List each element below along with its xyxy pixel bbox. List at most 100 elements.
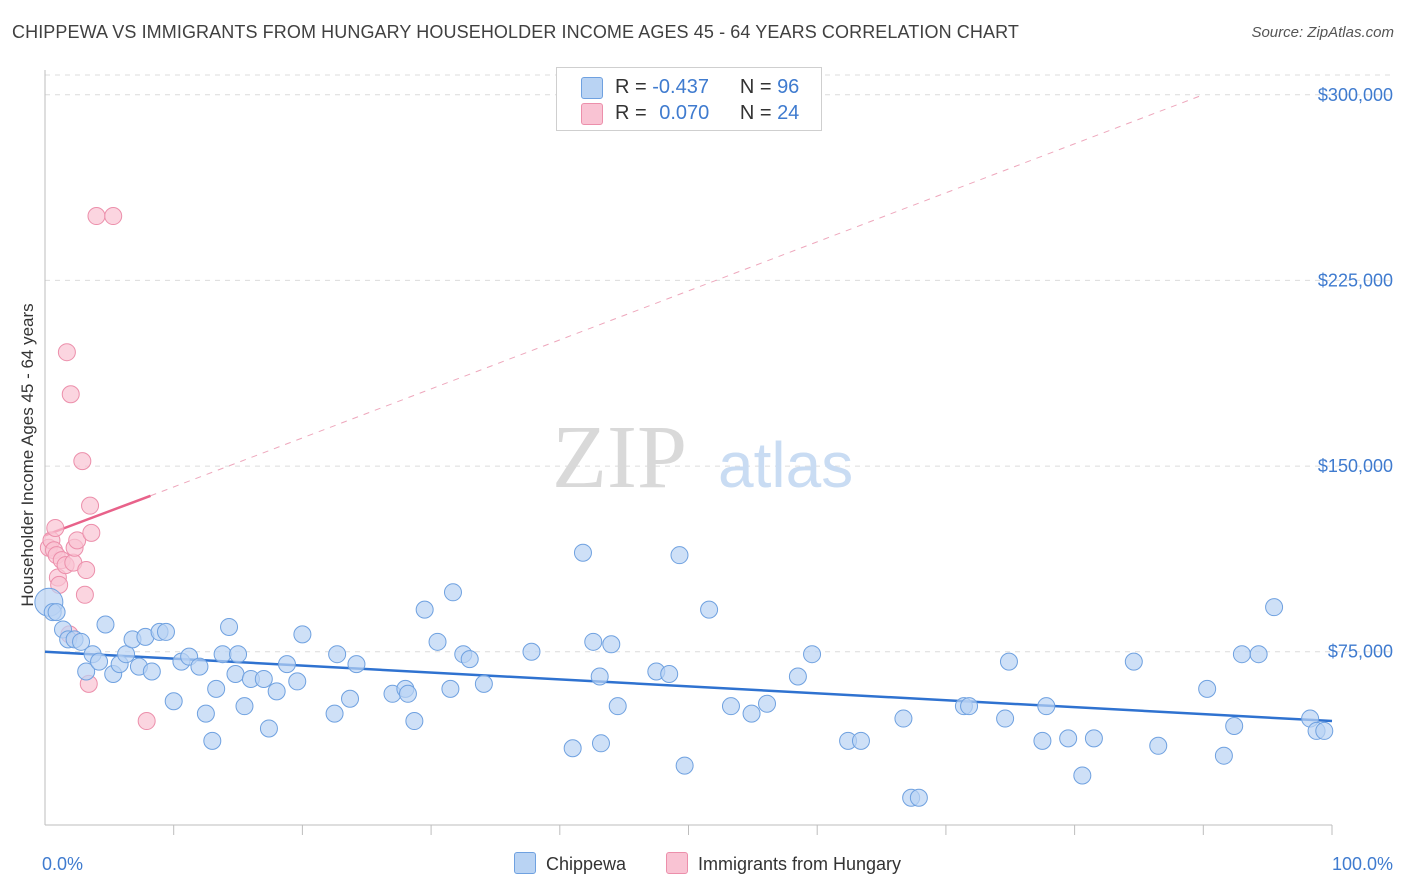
data-point-chippewa [220,617,239,636]
data-point-chippewa [441,679,460,698]
legend-swatch-hungary [581,103,603,125]
data-point-chippewa [602,635,621,654]
y-axis-label: Householder Income Ages 45 - 64 years [18,303,37,606]
data-point-hungary [82,523,101,542]
data-point-chippewa [156,622,175,641]
data-point-chippewa [1198,679,1217,698]
data-point-chippewa [203,731,222,750]
data-point-chippewa [398,684,417,703]
chart-title: CHIPPEWA VS IMMIGRANTS FROM HUNGARY HOUS… [12,22,1019,42]
data-point-hungary [73,452,92,471]
data-point-chippewa [277,655,296,674]
data-point-chippewa [443,583,462,602]
data-point-chippewa [670,546,689,565]
data-point-chippewa [229,645,248,664]
data-point-chippewa [660,665,679,683]
data-point-chippewa [608,697,627,716]
data-point-hungary [104,207,123,226]
data-point-chippewa [960,697,979,716]
r-label: R = [615,102,647,124]
stats-legend: R = -0.437 N = 96 R = 0.070 N = 24 [556,67,822,131]
data-point-hungary [46,518,65,537]
data-point-chippewa [325,704,344,723]
n-label: N = [739,76,772,98]
data-point-chippewa [584,632,603,651]
data-point-chippewa [142,662,161,681]
bottom-legend-label-chippewa: Chippewa [546,854,627,874]
n-label: N = [739,102,772,124]
data-point-chippewa [1084,729,1103,748]
data-point-chippewa [259,719,278,738]
data-point-chippewa [1265,598,1284,617]
n-value: 96 [777,76,800,98]
data-point-chippewa [207,679,226,698]
data-point-chippewa [415,600,434,619]
series-hungary-points [39,207,156,731]
series-chippewa-points [34,543,1334,807]
data-point-chippewa [522,642,541,661]
data-point-chippewa [77,662,96,681]
data-point-chippewa [700,600,719,619]
data-point-chippewa [563,739,582,758]
bottom-legend-label-hungary: Immigrants from Hungary [698,854,902,874]
data-point-chippewa [267,682,286,701]
x-tick-label-min: 0.0% [42,854,83,874]
data-point-chippewa [758,694,777,713]
data-point-chippewa [190,657,209,676]
trend-line-chippewa [44,650,1333,723]
data-point-chippewa [996,709,1015,728]
x-tick-label-max: 100.0% [1332,854,1393,874]
data-point-chippewa [742,704,761,723]
grid-lines [45,74,1395,653]
data-point-chippewa [1315,721,1334,740]
data-point-chippewa [90,652,109,671]
data-point-chippewa [803,645,822,664]
data-point-chippewa [288,672,307,691]
bottom-legend-chippewa: Chippewa [514,852,626,875]
data-point-chippewa [1033,731,1052,750]
data-point-chippewa [428,632,447,651]
data-point-chippewa [226,665,245,683]
y-tick-label: $225,000 [1318,270,1393,290]
data-point-chippewa [164,692,183,711]
data-point-chippewa [590,667,609,686]
data-point-hungary [81,496,100,515]
bottom-legend-swatch-hungary [666,852,688,874]
data-point-chippewa [474,674,493,693]
legend-stats-hungary: R = 0.070 N = 24 [615,102,799,125]
y-tick-label: $75,000 [1328,642,1393,662]
data-point-chippewa [894,709,913,728]
data-point-chippewa [405,712,424,731]
x-ticks [173,825,1333,835]
data-point-chippewa [851,731,870,750]
r-value: 0.070 [659,102,710,124]
data-point-chippewa [347,655,366,674]
data-point-chippewa [909,788,928,807]
data-point-chippewa [328,645,347,664]
data-point-hungary [77,561,96,580]
data-point-chippewa [1037,697,1056,716]
data-point-chippewa [196,704,215,723]
data-point-chippewa [235,697,254,716]
data-point-chippewa [721,697,740,716]
y-tick-label: $150,000 [1318,456,1393,476]
watermark: ZIP atlas [552,408,853,507]
watermark-atlas: atlas [718,429,853,501]
data-point-hungary [87,207,106,226]
trend-line-hungary-extension [150,94,1204,497]
data-point-chippewa [254,669,273,688]
data-point-hungary [68,531,87,550]
data-point-hungary [57,343,76,362]
data-point-chippewa [1059,729,1078,748]
watermark-zip: ZIP [552,408,687,507]
data-point-chippewa [96,615,115,634]
data-point-chippewa [213,645,232,664]
bottom-legend-swatch-chippewa [514,852,536,874]
data-point-chippewa [1149,736,1168,755]
data-point-chippewa [591,734,610,753]
data-point-hungary [61,385,80,404]
y-tick-labels: $75,000 $150,000 $225,000 $300,000 [1318,85,1393,662]
trend-lines [44,94,1333,723]
data-point-chippewa [47,603,66,622]
legend-swatch-chippewa [581,77,603,99]
